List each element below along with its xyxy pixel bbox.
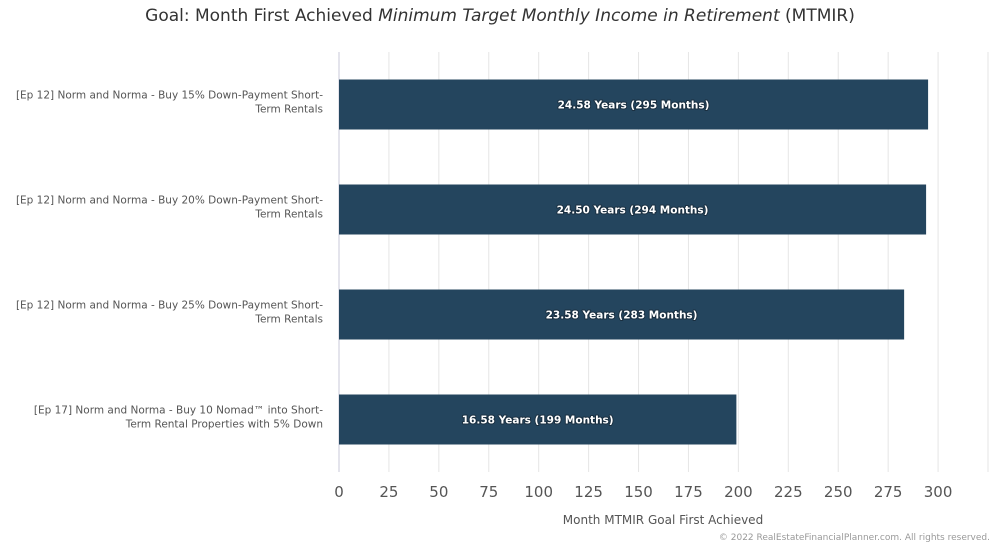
chart-title-prefix: Goal: Month First Achieved — [145, 6, 379, 26]
x-tick-label: 0 — [334, 483, 344, 501]
x-tick-label: 175 — [674, 483, 703, 501]
x-tick-label: 250 — [824, 483, 853, 501]
x-tick-label: 75 — [479, 483, 498, 501]
x-tick-label: 25 — [379, 483, 398, 501]
category-label: [Ep 12] Norm and Norma - Buy 20% Down-Pa… — [16, 195, 323, 221]
category-label: [Ep 17] Norm and Norma - Buy 10 Nomad™ i… — [34, 405, 323, 431]
data-label: 24.58 Years (295 Months) — [558, 100, 710, 112]
data-label: 24.50 Years (294 Months) — [557, 205, 709, 217]
category-labels: [Ep 12] Norm and Norma - Buy 15% Down-Pa… — [16, 90, 323, 431]
bar — [339, 289, 905, 340]
bar — [339, 79, 929, 130]
bar — [339, 184, 927, 235]
category-label: [Ep 12] Norm and Norma - Buy 25% Down-Pa… — [16, 300, 323, 326]
x-tick-label: 225 — [774, 483, 803, 501]
x-tick-label: 300 — [924, 483, 953, 501]
chart-title-emphasis: Minimum Target Monthly Income in Retirem… — [378, 6, 780, 26]
x-tick-label: 275 — [874, 483, 903, 501]
x-tick-label: 125 — [574, 483, 603, 501]
chart-title: Goal: Month First Achieved Minimum Targe… — [0, 6, 1000, 26]
data-label: 23.58 Years (283 Months) — [546, 310, 698, 322]
x-tick-label: 200 — [724, 483, 753, 501]
credit-text: © 2022 RealEstateFinancialPlanner.com. A… — [719, 533, 990, 543]
x-axis-title: Month MTMIR Goal First Achieved — [563, 513, 763, 527]
bars: 24.58 Years (295 Months) 24.50 Years (294… — [339, 79, 929, 445]
x-tick-label: 50 — [429, 483, 448, 501]
bar — [339, 394, 737, 445]
x-tick-label: 100 — [524, 483, 553, 501]
x-tick-label: 150 — [624, 483, 653, 501]
category-label: [Ep 12] Norm and Norma - Buy 15% Down-Pa… — [16, 90, 323, 116]
data-label: 16.58 Years (199 Months) — [462, 415, 614, 427]
chart-title-suffix: (MTMIR) — [779, 6, 855, 26]
x-tick-labels: 0 25 50 75 100 125 150 175 200 225 250 275 300 — [334, 483, 952, 501]
